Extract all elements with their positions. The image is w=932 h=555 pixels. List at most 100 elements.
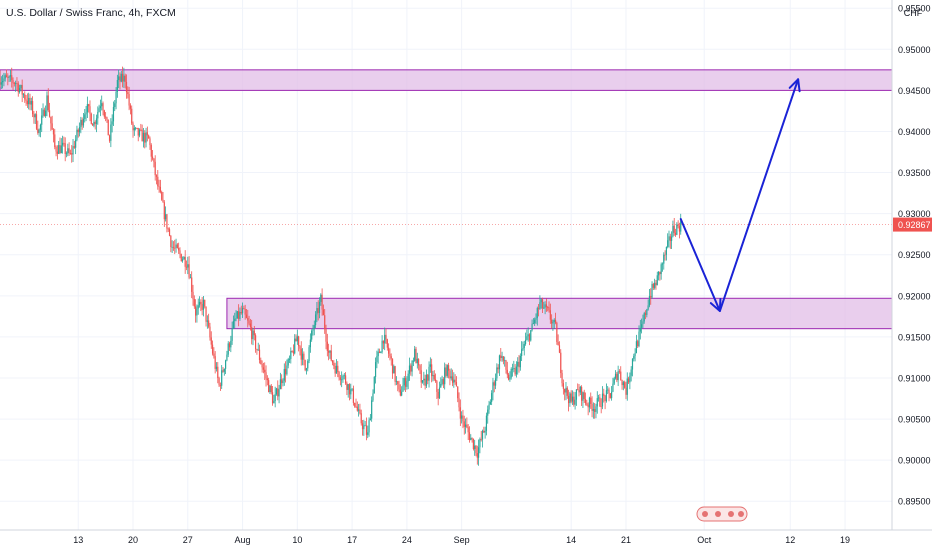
candle-body (218, 378, 220, 386)
candle-body (539, 302, 541, 309)
candlesticks (0, 66, 682, 466)
candle-body (32, 101, 34, 115)
candle-body (161, 191, 163, 200)
candle-body (603, 393, 605, 396)
candle-body (356, 406, 358, 411)
tradingview-logo[interactable] (696, 506, 748, 522)
candle-body (418, 358, 420, 366)
candle-body (308, 347, 310, 362)
candle-body (365, 425, 368, 435)
candle-body (629, 375, 631, 383)
candle-body (446, 365, 448, 376)
candle-body (411, 361, 413, 372)
time-tick-label: 20 (128, 535, 138, 545)
candle-body (37, 128, 39, 133)
candle-body (170, 235, 172, 248)
candle-body (269, 385, 271, 393)
candle-body (459, 407, 461, 419)
candle-body (651, 284, 653, 298)
candle-body (42, 109, 44, 116)
candle-body (131, 108, 133, 124)
candle-body (561, 373, 563, 384)
candle-body (265, 372, 267, 379)
price-tick-label: 0.95000 (898, 45, 931, 55)
candle-body (506, 369, 508, 375)
candle-body (26, 100, 28, 105)
candle-body (29, 97, 31, 105)
candle-body (41, 115, 43, 125)
candle-body (531, 323, 533, 331)
candle-body (621, 379, 623, 386)
candle-body (510, 368, 512, 378)
candle-body (222, 370, 224, 372)
candle-body (278, 389, 280, 397)
candle-body (110, 124, 112, 141)
candle-body (162, 199, 164, 203)
candle-body (552, 321, 554, 324)
candle-body (474, 445, 476, 449)
candle-body (325, 329, 327, 342)
candle-body (631, 358, 634, 370)
candle-body (135, 127, 137, 129)
candle-body (94, 121, 96, 124)
candle-body (540, 299, 542, 303)
projection-arrowhead-up (788, 78, 801, 93)
candle-body (444, 367, 446, 385)
candle-body (407, 373, 409, 382)
candle-body (255, 335, 257, 350)
candle-body (511, 368, 514, 370)
candle-body (672, 225, 674, 237)
candle-body (270, 385, 272, 393)
candle-body (521, 349, 523, 357)
candle-body (288, 358, 291, 360)
candle-body (38, 129, 40, 133)
candle-body (650, 296, 652, 298)
price-axis-panel[interactable] (892, 0, 932, 530)
candle-body (54, 134, 56, 148)
candle-body (397, 381, 399, 385)
candle-body (304, 359, 306, 371)
candle-body (284, 368, 287, 375)
candle-body (618, 371, 621, 373)
candle-body (72, 146, 74, 155)
candle-body (142, 132, 145, 142)
candle-body (198, 301, 201, 306)
last-price-badge (893, 217, 932, 232)
candle-body (371, 400, 373, 419)
candle-body (530, 330, 532, 341)
candle-body (331, 360, 334, 363)
candle-body (611, 391, 613, 399)
candle-body (252, 330, 254, 340)
candle-body (243, 308, 245, 310)
candle-body (393, 366, 395, 374)
candle-body (184, 256, 186, 267)
candle-body (575, 389, 578, 400)
candle-body (582, 392, 584, 401)
candle-body (562, 383, 564, 389)
price-tick-label: 0.93000 (898, 209, 931, 219)
candle-body (373, 376, 375, 394)
candle-body (12, 80, 14, 84)
candle-body (43, 109, 45, 116)
candle-body (167, 228, 169, 230)
candle-body (266, 378, 268, 381)
candle-body (20, 85, 22, 89)
candle-body (18, 88, 21, 93)
last-price-label-group: 0.92867 (893, 217, 932, 232)
candle-body (187, 264, 189, 268)
candle-body (277, 388, 279, 397)
candle-body (58, 145, 60, 154)
candle-body (567, 395, 570, 404)
candle-body (68, 148, 70, 154)
candle-body (189, 277, 191, 279)
candle-body (476, 453, 478, 458)
candle-body (206, 320, 208, 322)
time-axis-panel[interactable] (0, 530, 932, 550)
candle-body (226, 354, 228, 361)
candle-body (545, 304, 548, 308)
candle-body (112, 106, 115, 122)
candle-body (599, 397, 601, 407)
candle-body (667, 240, 669, 247)
